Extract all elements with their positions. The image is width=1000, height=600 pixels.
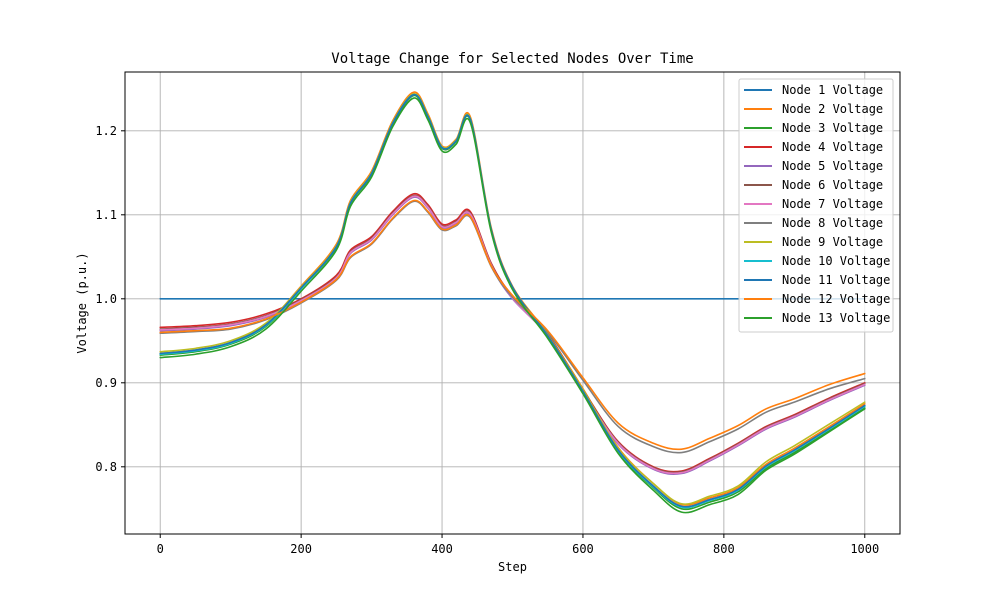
x-tick-label: 200 bbox=[290, 542, 312, 556]
x-tick-label: 400 bbox=[431, 542, 453, 556]
series-group bbox=[159, 91, 866, 514]
legend-box bbox=[738, 78, 894, 333]
legend-label: Node 9 Voltage bbox=[782, 235, 883, 249]
ticks: 0 200 400 600 800 1000 0.8 0.9 1.0 1.1 1.2 bbox=[95, 124, 879, 556]
legend-label: Node 11 Voltage bbox=[782, 273, 890, 287]
y-axis-label: Voltage (p.u.) bbox=[75, 252, 89, 353]
chart-title: Voltage Change for Selected Nodes Over T… bbox=[331, 51, 693, 67]
series-line-node-12 bbox=[159, 199, 866, 451]
legend-label: Node 10 Voltage bbox=[782, 254, 890, 268]
plot-area-frame bbox=[124, 71, 901, 535]
legend-label: Node 13 Voltage bbox=[782, 311, 890, 325]
y-tick-label: 1.1 bbox=[95, 208, 117, 222]
series-line-node-7 bbox=[159, 195, 866, 475]
x-tick-label: 1000 bbox=[850, 542, 879, 556]
y-tick-label: 1.0 bbox=[95, 292, 117, 306]
legend-label: Node 3 Voltage bbox=[782, 121, 883, 135]
series-line-node-11 bbox=[159, 93, 866, 508]
series-line-node-13 bbox=[159, 97, 866, 514]
y-tick-label: 1.2 bbox=[95, 124, 117, 138]
x-axis-label: Step bbox=[498, 560, 527, 574]
y-tick-label: 0.8 bbox=[95, 460, 117, 474]
legend-label: Node 8 Voltage bbox=[782, 216, 883, 230]
legend: Node 1 Voltage Node 2 Voltage Node 3 Volta… bbox=[738, 78, 894, 333]
legend-label: Node 4 Voltage bbox=[782, 140, 883, 154]
legend-label: Node 5 Voltage bbox=[782, 159, 883, 173]
legend-label: Node 1 Voltage bbox=[782, 83, 883, 97]
legend-label: Node 6 Voltage bbox=[782, 178, 883, 192]
x-tick-label: 0 bbox=[157, 542, 164, 556]
y-tick-label: 0.9 bbox=[95, 376, 117, 390]
x-tick-label: 600 bbox=[572, 542, 594, 556]
legend-label: Node 2 Voltage bbox=[782, 102, 883, 116]
x-tick-label: 800 bbox=[713, 542, 735, 556]
legend-label: Node 12 Voltage bbox=[782, 292, 890, 306]
legend-label: Node 7 Voltage bbox=[782, 197, 883, 211]
